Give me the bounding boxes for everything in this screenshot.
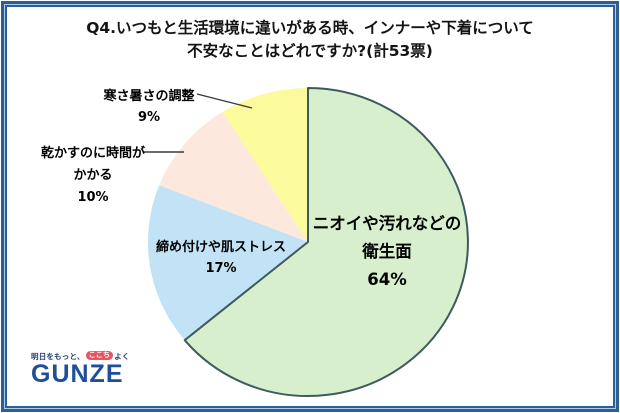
pie-slice-temperature: [222, 88, 308, 242]
pie-slice-outline-hygiene: [183, 87, 469, 397]
chart-title-line2: 不安なことはどれですか?(計53票): [187, 42, 433, 60]
chart-title: Q4.いつもと生活環境に違いがある時、インナーや下着について 不安なことはどれで…: [0, 17, 620, 63]
pie-slice-drying: [159, 112, 308, 242]
pie-slice-stress: [147, 185, 308, 341]
tagline-text: 明日をもっと、: [31, 352, 85, 361]
gunze-logo: 明日をもっと、 ここち よく GUNZE: [31, 351, 130, 387]
chart-title-line1: Q4.いつもと生活環境に違いがある時、インナーや下着について: [86, 19, 534, 37]
pie-slice-hygiene: [184, 88, 468, 396]
leader-line-temperature: [196, 93, 253, 109]
tagline-highlight-badge: ここち: [85, 351, 114, 360]
gunze-wordmark: GUNZE: [31, 360, 124, 388]
tagline-text: よく: [114, 352, 130, 361]
gunze-tagline: 明日をもっと、 ここち よく: [31, 351, 130, 361]
